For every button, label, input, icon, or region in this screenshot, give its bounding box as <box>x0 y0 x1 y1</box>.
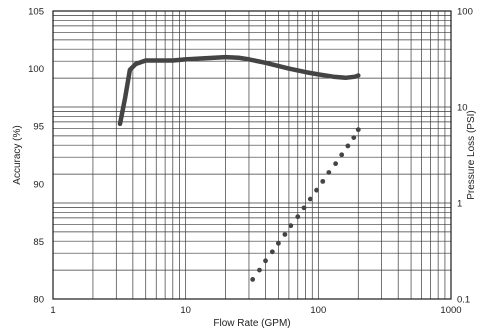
pressure-loss-series <box>250 127 361 282</box>
x-tick-label: 10 <box>180 305 191 316</box>
series-layer <box>117 54 361 282</box>
pressure-loss-point <box>314 187 319 193</box>
pressure-loss-point <box>288 223 294 229</box>
y-tick-label: 100 <box>28 64 44 75</box>
x-tick-label: 1 <box>50 305 55 316</box>
pressure-loss-point <box>351 135 357 141</box>
y-tick-label: 105 <box>28 7 44 18</box>
pressure-loss-point <box>257 267 262 273</box>
pressure-loss-point <box>307 196 313 202</box>
y-tick-label: 95 <box>33 122 44 133</box>
pressure-loss-point <box>282 232 288 237</box>
pressure-loss-point <box>339 152 345 158</box>
y2-tick-label: 0.1 <box>457 295 470 306</box>
pressure-loss-point <box>269 249 275 255</box>
x-axis-title: Flow Rate (GPM) <box>213 318 290 329</box>
y-tick-label: 90 <box>33 179 44 190</box>
pressure-loss-point <box>295 214 301 220</box>
pressure-loss-point <box>333 161 339 167</box>
y-tick-label: 80 <box>33 295 44 306</box>
accuracy-curve <box>117 54 361 127</box>
grid-lines <box>53 11 451 299</box>
pressure-loss-point <box>263 258 268 264</box>
plot-frame <box>52 10 452 300</box>
pressure-loss-point <box>301 205 307 211</box>
pressure-loss-point <box>326 170 332 175</box>
tick-labels: 1 10 100 1000 80 85 90 95 100 105 0.1 1 10 100 <box>28 7 473 317</box>
pressure-loss-point <box>250 277 256 282</box>
y2-tick-label: 10 <box>457 103 468 114</box>
y2-tick-label: 1 <box>457 199 462 210</box>
y-tick-label: 85 <box>33 237 44 248</box>
pressure-loss-point <box>345 143 351 149</box>
y-axis-title: Accuracy (%) <box>12 125 23 184</box>
pressure-loss-point <box>320 178 326 184</box>
x-tick-label: 100 <box>310 305 326 316</box>
y2-axis-title: Pressure Loss (PSI) <box>466 110 477 199</box>
pressure-loss-point <box>355 127 361 133</box>
pressure-loss-point <box>275 240 281 246</box>
x-tick-label: 1000 <box>440 305 461 316</box>
y2-tick-label: 100 <box>457 7 473 18</box>
